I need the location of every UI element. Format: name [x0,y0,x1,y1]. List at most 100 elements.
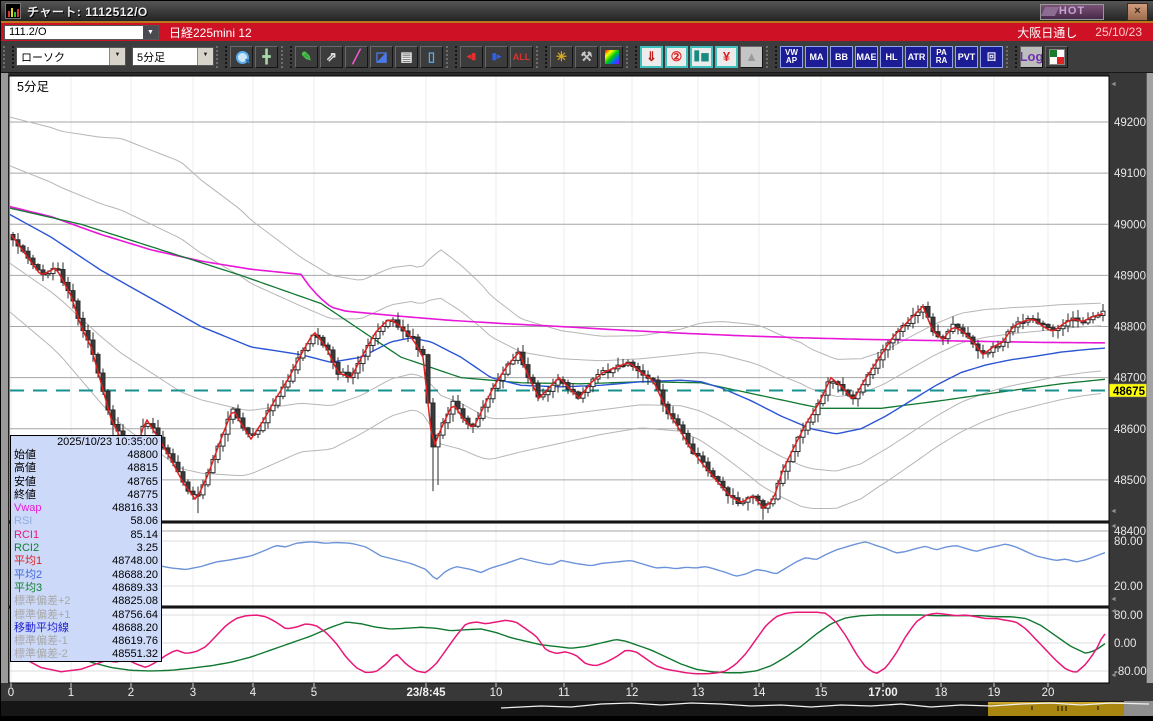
board-chart-icon[interactable]: ▋▆ [690,45,713,68]
chart-number-icon[interactable]: ② [665,45,688,68]
timeframe-select[interactable]: 5分足 ▼ [132,47,214,66]
info-row: 標準偏差-1 48619.76 [11,635,161,648]
titlebar[interactable]: チャート: 1112512/O HOT × [1,1,1153,23]
all-bars-button[interactable]: ALL [510,45,533,68]
close-icon[interactable]: × [1127,3,1148,21]
svg-text:23/8:45: 23/8:45 [406,687,446,699]
chevron-down-icon[interactable]: ▼ [143,25,158,39]
crosshair-icon[interactable]: ╋ [255,45,278,68]
time-axis[interactable]: 0 1 2 3 4 5 23/8:45 10 11 12 13 14 15 17:00 18 19 20 [8,683,1055,699]
info-row: 高値 48815 [11,462,161,475]
para-button[interactable]: PA RA [930,45,953,68]
zoom-icon[interactable] [230,45,253,68]
info-value: 48551.32 [112,648,158,661]
atr-button[interactable]: ATR [905,45,928,68]
svg-text:49000: 49000 [1114,219,1146,231]
svg-text:49100: 49100 [1114,168,1146,180]
info-row: RCI1 85.14 [11,529,161,542]
tools-icon[interactable]: ⚒ [575,45,598,68]
toolbar-grip[interactable] [766,45,777,68]
taskbar-corner[interactable] [1124,701,1153,716]
web-settings-icon[interactable]: ✳ [550,45,573,68]
rsi-series [10,541,1106,580]
svg-text:◄: ◄ [1110,672,1117,679]
info-label: 平均3 [14,581,43,594]
symbol-select[interactable]: 111.2/O ▼ [4,24,159,40]
svg-text:-80.00: -80.00 [1114,666,1147,678]
hot-button[interactable]: HOT [1040,4,1104,20]
info-label: 高値 [14,462,36,475]
rci-series [10,611,1106,675]
log-scale-button[interactable]: Log [1020,45,1043,68]
toolbar-grip[interactable] [446,45,457,68]
svg-text:◄: ◄ [1110,608,1117,615]
info-value: 48756.64 [112,608,158,621]
yen-order-icon[interactable]: ¥ [715,45,738,68]
svg-text:17:00: 17:00 [868,687,897,699]
bb-button[interactable]: BB [830,45,853,68]
hl-button[interactable]: HL [880,45,903,68]
toolbar-grip[interactable] [3,45,14,68]
vwap-button[interactable]: VW AP [780,45,803,68]
info-row: 平均1 48748.00 [11,555,161,568]
ma-button[interactable]: MA [805,45,828,68]
toolbar-grip[interactable] [1006,45,1017,68]
toolbar-grip[interactable] [281,45,292,68]
session-date: 25/10/23 [1095,25,1142,39]
info-label: 安値 [14,475,36,488]
toolbar-grip[interactable] [536,45,547,68]
svg-text:◄: ◄ [1110,523,1117,530]
taskbar-highlight[interactable] [988,702,1124,716]
svg-text:48600: 48600 [1114,424,1146,436]
save-chart-icon[interactable]: ⇓ [640,45,663,68]
alert-icon[interactable]: ▲ [740,45,763,68]
svg-text:48400: 48400 [1114,526,1146,538]
svg-text:◄: ◄ [1110,508,1117,515]
svg-text:11: 11 [558,687,570,699]
svg-text:48500: 48500 [1114,475,1146,487]
info-row: 始値 48800 [11,449,161,462]
chevron-down-icon[interactable]: ▼ [197,48,213,65]
info-value: 48816.33 [112,502,158,515]
trash-icon[interactable]: ▯ [420,45,443,68]
chart-canvas[interactable]: 49200 49100 49000 48900 48800 48700 48600 48500… [1,73,1153,716]
info-value: 48815 [127,462,158,475]
price-axis[interactable]: 49200 49100 49000 48900 48800 48700 48600 48500… [1109,81,1147,679]
candle-expand-icon[interactable]: ▮▸ [485,45,508,68]
symbol-value: 111.2/O [9,26,47,38]
info-row: RCI2 3.25 [11,542,161,555]
toolbar-grip[interactable] [216,45,227,68]
main-chart-series [10,116,1108,520]
grid-color-icon[interactable] [1045,45,1068,68]
info-row: 平均3 48689.33 [11,582,161,595]
frame-button[interactable]: 回 [980,45,1003,68]
chart-area: 49200 49100 49000 48900 48800 48700 48600 48500… [1,73,1153,716]
svg-text:48700: 48700 [1114,373,1146,385]
info-label: 始値 [14,449,36,461]
svg-text:5: 5 [311,687,317,699]
svg-text:20.00: 20.00 [1114,581,1143,593]
toolbar-grip[interactable] [626,45,637,68]
color-icon[interactable] [600,45,623,68]
chart-type-select[interactable]: ローソク ▼ [16,47,126,66]
copy-icon[interactable]: ▤ [395,45,418,68]
svg-text:19: 19 [988,687,1001,699]
info-row: 安値 48765 [11,476,161,489]
chevron-down-icon[interactable]: ▼ [109,48,125,65]
pencil-icon[interactable]: ✎ [295,45,318,68]
info-value: 48688.20 [112,568,158,581]
pvt-button[interactable]: PVT [955,45,978,68]
mae-button[interactable]: MAE [855,45,878,68]
trendline-icon[interactable]: ╱ [345,45,368,68]
info-label: 移動平均線 [14,621,69,634]
eraser-icon[interactable]: ◪ [370,45,393,68]
svg-text:◄: ◄ [1110,81,1117,88]
svg-text:0: 0 [8,687,14,699]
svg-text:◄: ◄ [1110,596,1117,603]
resize-arrow-icon[interactable]: ⇗ [320,45,343,68]
svg-text:14: 14 [753,687,766,699]
info-value: 48825.08 [112,595,158,608]
candle-shrink-icon[interactable]: ◂▮ [460,45,483,68]
svg-text:10: 10 [490,687,503,699]
toolbar: ローソク ▼ 5分足 ▼ ╋ ✎ ⇗ ╱ ◪ ▤ ▯ ◂▮ ▮▸ ALL ✳ ⚒ ⇓ ② ▋▆ ¥ ▲ VW AP M… [1,41,1153,73]
